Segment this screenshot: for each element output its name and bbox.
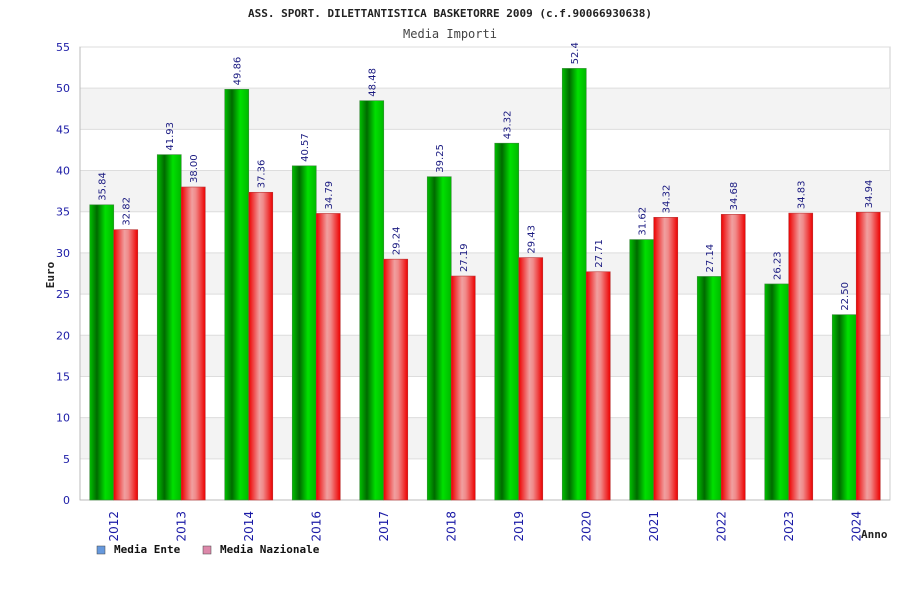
y-tick-label: 50 [56,82,70,95]
legend-swatch-media-ente [96,545,106,555]
data-label-nazionale-2016: 34.79 [324,181,335,210]
bar-ente-2012 [89,204,115,501]
bar-nazionale-2021 [653,217,679,501]
x-axis-label: Anno [861,528,888,541]
bar-nazionale-2024 [855,211,881,501]
bar-ente-2016 [291,165,317,501]
x-tick-label-2017: 2017 [377,511,391,542]
grid-band [80,417,890,459]
data-label-ente-2023: 26.23 [773,251,784,280]
data-label-nazionale-2019: 29.43 [527,225,538,254]
legend-label-media-nazionale: Media Nazionale [220,543,320,556]
data-label-ente-2024: 22.50 [840,282,851,311]
data-label-ente-2020: 52.4 [570,42,581,64]
chart-title: ASS. SPORT. DILETTANTISTICA BASKETORRE 2… [248,7,652,20]
y-tick-label: 55 [56,41,70,54]
data-label-ente-2012: 35.84 [98,172,109,201]
y-tick-label: 20 [56,329,70,342]
data-label-ente-2022: 27.14 [705,244,716,273]
data-label-nazionale-2017: 29.24 [392,227,403,256]
data-label-nazionale-2024: 34.94 [864,180,875,209]
bar-ente-2024 [831,314,857,501]
bar-ente-2022 [696,276,722,501]
data-label-ente-2018: 39.25 [435,144,446,173]
bar-ente-2020 [561,68,587,501]
bar-nazionale-2023 [788,212,814,501]
data-label-nazionale-2014: 37.36 [257,160,268,189]
y-tick-label: 40 [56,165,70,178]
x-tick-label-2016: 2016 [309,511,323,542]
bar-ente-2019 [494,142,520,501]
data-label-ente-2014: 49.86 [233,57,244,86]
legend: Media Ente Media Nazionale [96,543,320,556]
data-label-nazionale-2021: 34.32 [662,185,673,214]
data-label-nazionale-2023: 34.83 [797,180,808,209]
grid-band [80,252,890,295]
data-label-ente-2019: 43.32 [503,111,514,140]
grid-band [80,170,890,212]
y-tick-label: 25 [56,288,70,301]
y-tick-label: 45 [56,123,70,136]
x-tick-label-2014: 2014 [242,511,256,542]
bar-nazionale-2012 [113,229,139,501]
data-label-nazionale-2020: 27.71 [594,239,605,268]
y-tick-label: 30 [56,247,70,260]
legend-label-media-ente: Media Ente [114,543,181,556]
plot-background [79,46,891,501]
bar-ente-2017 [359,100,385,501]
bar-ente-2014 [224,89,250,501]
data-label-ente-2013: 41.93 [165,122,176,151]
y-tick-label: 35 [56,206,70,219]
data-label-ente-2021: 31.62 [638,207,649,236]
y-axis-label: Euro [44,261,57,288]
legend-swatch-media-nazionale [202,545,212,555]
bar-nazionale-2018 [450,275,476,501]
x-axis-ticks: 2012 2013 2014 2016 2017 2018 2019 2020 2021 2022… [107,511,864,542]
data-labels: 35.84 32.82 41.93 38.00 49.86 37.36 40.57 34.79… [98,42,876,311]
data-label-nazionale-2022: 34.68 [729,182,740,211]
x-tick-label-2020: 2020 [579,511,593,542]
bar-ente-2013 [156,154,182,501]
y-tick-label: 15 [56,370,70,383]
x-tick-label-2019: 2019 [512,511,526,542]
x-tick-label-2022: 2022 [714,511,728,542]
bar-ente-2021 [629,239,655,501]
data-label-ente-2016: 40.57 [300,133,311,162]
bar-ente-2018 [426,176,452,501]
gridlines [79,46,890,501]
data-label-nazionale-2013: 38.00 [189,154,200,183]
bar-nazionale-2016 [315,213,341,501]
x-tick-label-2012: 2012 [107,511,121,542]
bar-nazionale-2020 [585,271,611,501]
bar-nazionale-2019 [518,257,544,501]
bar-ente-2023 [764,283,790,501]
data-label-nazionale-2018: 27.19 [459,243,470,272]
y-tick-label: 5 [63,453,70,466]
x-tick-label-2023: 2023 [782,511,796,542]
chart-subtitle: Media Importi [403,27,497,41]
bars [89,68,881,501]
x-tick-label-2013: 2013 [174,511,188,542]
grid-band [80,88,890,130]
y-axis-ticks: 0 5 10 15 20 25 30 35 40 45 50 55 [56,41,70,507]
y-tick-label: 10 [56,412,70,425]
x-tick-label-2018: 2018 [444,511,458,542]
bar-nazionale-2022 [720,214,746,501]
bar-nazionale-2013 [180,186,206,501]
data-label-nazionale-2012: 32.82 [122,197,133,226]
bar-nazionale-2017 [383,258,409,501]
data-label-ente-2017: 48.48 [368,68,379,97]
x-tick-label-2021: 2021 [647,511,661,542]
x-tick-label-2024: 2024 [849,511,863,542]
y-tick-label: 0 [63,494,70,507]
grid-band [80,335,890,377]
bar-nazionale-2014 [248,191,274,501]
